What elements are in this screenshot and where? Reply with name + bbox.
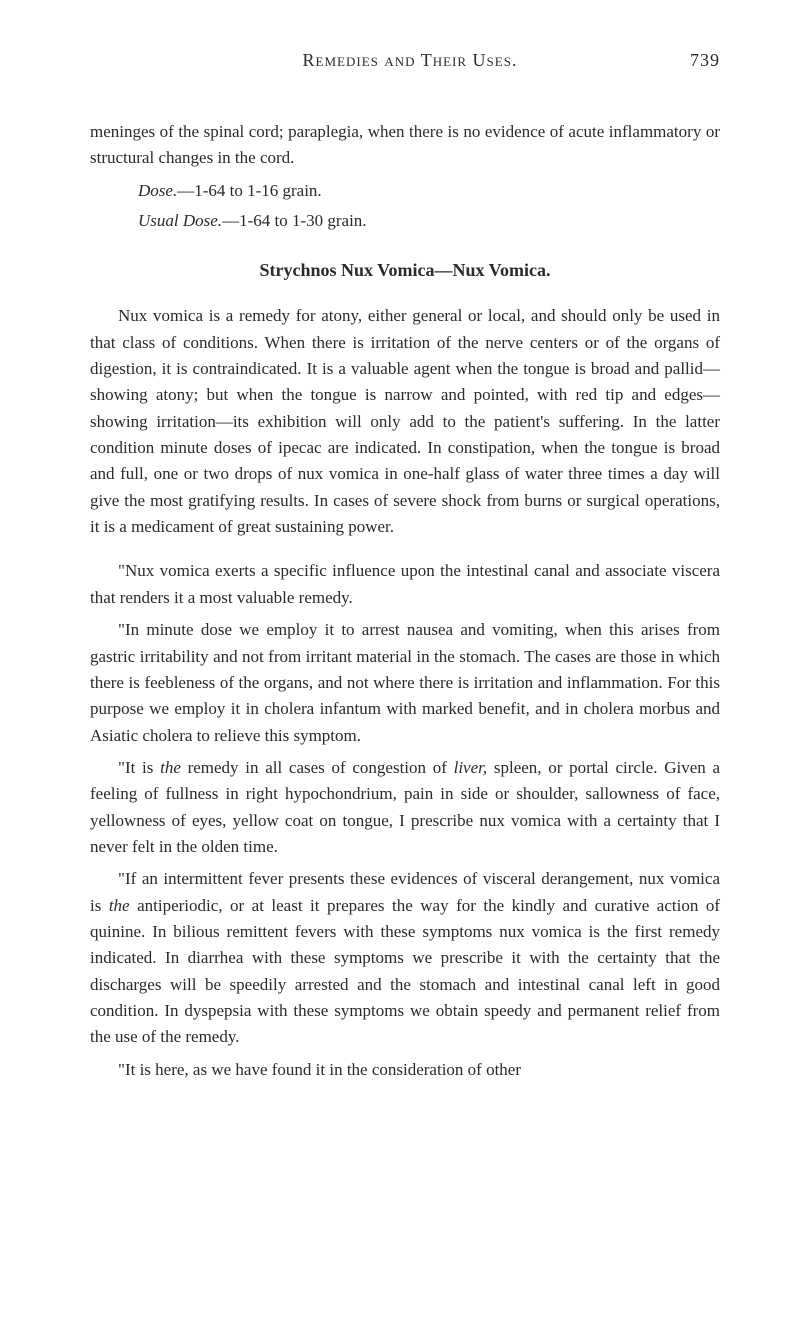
dose-text: —1-64 to 1-16 grain. xyxy=(177,181,321,200)
p5-text-b: antiperiodic, or at least it prepares th… xyxy=(90,896,720,1047)
body-paragraph-4: "It is the remedy in all cases of conges… xyxy=(90,755,720,860)
p4-text-a: "It is xyxy=(118,758,160,777)
body-paragraph-2: "Nux vomica exerts a specific influence … xyxy=(90,558,720,611)
header-title: Remedies and Their Uses. xyxy=(130,50,690,71)
body-paragraph-6: "It is here, as we have found it in the … xyxy=(90,1057,720,1083)
usual-dose-label: Usual Dose. xyxy=(138,211,222,230)
body-paragraph-1: Nux vomica is a remedy for atony, either… xyxy=(90,303,720,540)
usual-dose-line: Usual Dose.—1-64 to 1-30 grain. xyxy=(90,208,720,234)
p5-italic-the: the xyxy=(109,896,130,915)
p4-italic-the: the xyxy=(160,758,181,777)
p4-text-b: remedy in all cases of congestion of xyxy=(181,758,454,777)
body-paragraph-5: "If an intermittent fever presents these… xyxy=(90,866,720,1050)
page: Remedies and Their Uses. 739 meninges of… xyxy=(0,0,800,1329)
page-number: 739 xyxy=(690,50,720,71)
p4-italic-liver: liver, xyxy=(454,758,488,777)
dose-line: Dose.—1-64 to 1-16 grain. xyxy=(90,178,720,204)
body-block-1: Nux vomica is a remedy for atony, either… xyxy=(90,303,720,540)
page-header: Remedies and Their Uses. 739 xyxy=(90,50,720,71)
dose-label: Dose. xyxy=(138,181,177,200)
intro-paragraph: meninges of the spinal cord; paraplegia,… xyxy=(90,119,720,172)
usual-dose-text: —1-64 to 1-30 grain. xyxy=(222,211,366,230)
body-paragraph-3: "In minute dose we employ it to arrest n… xyxy=(90,617,720,749)
intro-block: meninges of the spinal cord; paraplegia,… xyxy=(90,119,720,234)
section-title: Strychnos Nux Vomica—Nux Vomica. xyxy=(90,260,720,281)
